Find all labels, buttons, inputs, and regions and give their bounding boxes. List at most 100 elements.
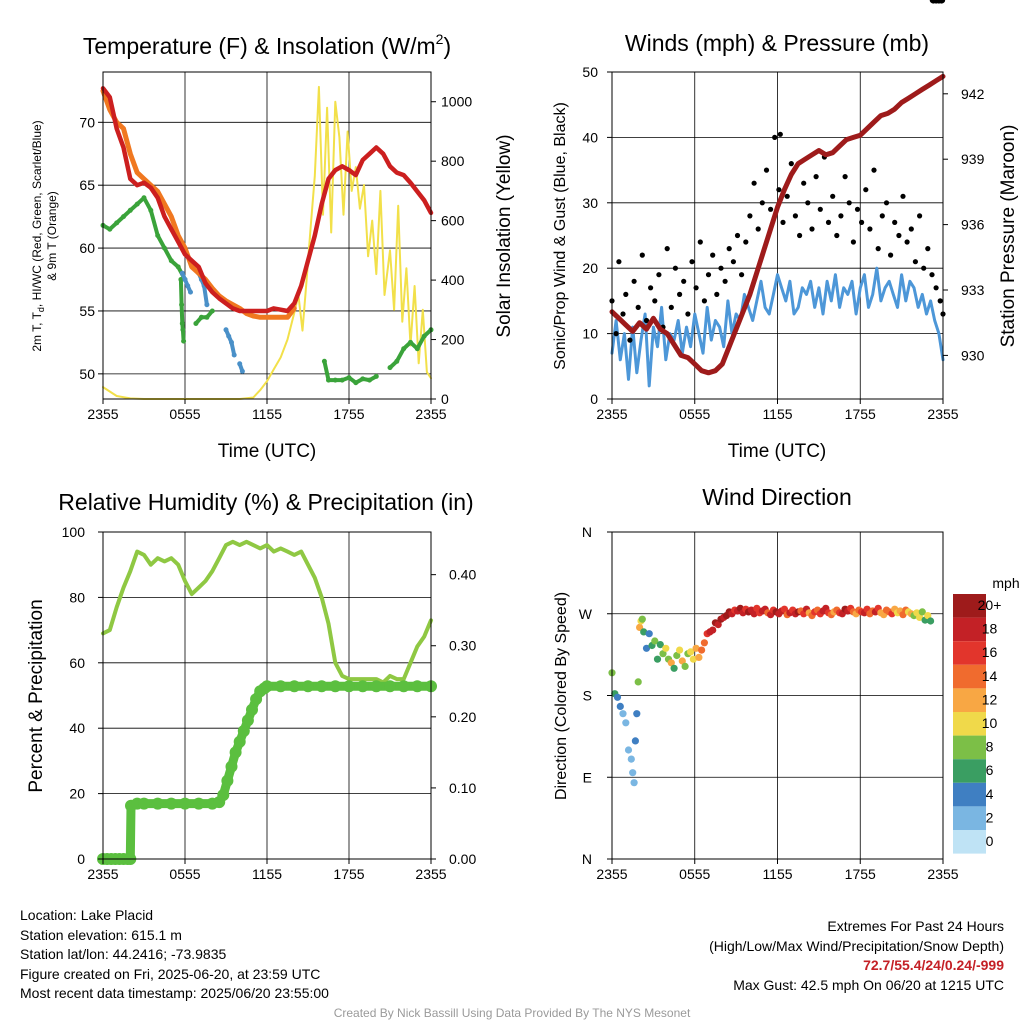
temp-xlabel: Time (UTC) — [218, 441, 317, 462]
dewpoint-point — [178, 277, 184, 282]
rh-xtick-label: 1755 — [333, 866, 364, 882]
direction-point — [918, 608, 926, 616]
direction-point — [670, 664, 678, 672]
recent-text: Most recent data timestamp: 2025/06/20 2… — [20, 985, 329, 1001]
colorbar-swatch — [953, 806, 986, 830]
direction-point — [634, 678, 642, 686]
dewpoint-point — [107, 226, 113, 232]
dewpoint-point — [180, 327, 186, 333]
gust-point — [883, 200, 890, 206]
gust-point — [689, 259, 695, 265]
direction-point — [656, 641, 664, 649]
rh-xtick-label: 0555 — [169, 866, 200, 882]
solar-ytick-label: 800 — [441, 153, 465, 169]
windchill-point — [229, 339, 234, 345]
solar-ytick-label: 200 — [441, 332, 465, 348]
wind-xtick-label: 1755 — [845, 406, 876, 422]
temp-ytick-label: 55 — [79, 303, 95, 319]
gust-point — [768, 206, 774, 212]
direction-point — [640, 628, 648, 636]
precip-point — [397, 680, 410, 693]
direction-point — [624, 746, 633, 754]
precip-point — [274, 680, 287, 693]
direction-point — [927, 617, 935, 625]
windchill-point — [223, 327, 229, 333]
direction-point — [678, 657, 686, 665]
precip-point — [302, 680, 314, 693]
windchill-point — [231, 352, 237, 358]
wind-ylabel: Sonic/Prop Wind & Gust (Blue, Black) — [552, 102, 569, 370]
gust-point — [792, 213, 799, 219]
gust-point — [710, 252, 716, 258]
precip-point — [411, 680, 424, 693]
dewpoint-point — [162, 245, 167, 251]
gust-point — [664, 246, 670, 252]
gust-point — [763, 167, 770, 173]
temp-title-sup: 2 — [436, 31, 444, 47]
gust-point — [681, 278, 687, 284]
precip-point — [384, 680, 396, 693]
direction-point — [681, 662, 689, 671]
dir-ytick-label: S — [583, 688, 592, 704]
colorbar-swatch — [953, 641, 986, 665]
dewpoint-point — [168, 258, 174, 264]
wind-ytick-label: 30 — [582, 195, 598, 211]
humidity-precip-panel: 0 20 40 60 80 100 0.00 0.10 0.20 0.30 0.40 2355 0555… — [26, 489, 476, 882]
windchill-point — [239, 368, 245, 374]
dewpoint-point — [421, 333, 427, 339]
temp-xtick-label: 1155 — [252, 406, 282, 422]
precip-point — [343, 680, 355, 693]
dewpoint-point — [373, 373, 379, 379]
direction-point — [750, 610, 758, 618]
dewpoint-line — [193, 309, 215, 326]
station-info: Location: Lake Placid Station elevation:… — [20, 906, 329, 1004]
gust-point — [900, 193, 906, 199]
windchill-point — [237, 361, 243, 367]
precip-ytick-label: 0.20 — [449, 709, 476, 725]
gust-point — [747, 213, 753, 219]
gust-point — [705, 272, 712, 278]
gust-point — [805, 200, 811, 206]
dewpoint-point — [141, 195, 147, 201]
rh-ytick-label: 0 — [77, 851, 85, 867]
gust-point — [701, 298, 708, 304]
colorbar-label: 4 — [986, 786, 994, 802]
pressure-ytick-label: 933 — [961, 282, 985, 298]
precip-point — [329, 680, 342, 693]
gust-point — [648, 285, 654, 291]
gust-point — [776, 187, 782, 193]
direction-point — [631, 737, 640, 745]
gust-point — [912, 259, 919, 265]
direction-point — [659, 650, 667, 658]
dewpoint-point — [332, 377, 338, 383]
rh-xtick-label: 2355 — [87, 866, 118, 882]
direction-point — [692, 644, 700, 652]
dewpoint-point — [134, 201, 140, 207]
direction-point — [916, 613, 924, 622]
solar-ytick-label: 400 — [441, 272, 465, 288]
gust-point — [838, 213, 844, 219]
precip-point — [233, 735, 246, 748]
gust-point — [743, 239, 749, 245]
gust-point — [751, 180, 757, 186]
wind-pressure-panel: 0 10 20 30 40 50 930 933 936 939 942 2355 0555 1155 17… — [552, 30, 1019, 462]
max-gust-text: Max Gust: 42.5 mph On 06/20 at 1215 UTC — [733, 976, 1004, 993]
windchill-point — [226, 333, 232, 339]
temp-2m-line — [100, 86, 434, 314]
dewpoint-point — [408, 339, 413, 345]
dir-xtick-label: 2355 — [927, 866, 958, 882]
pressure-ytick-label: 936 — [961, 217, 985, 233]
gust-point — [772, 134, 778, 140]
direction-point — [633, 710, 641, 718]
gust-point — [892, 219, 898, 225]
precip-ytick-label: 0.10 — [449, 780, 476, 796]
gust-point — [627, 337, 633, 343]
gust-point — [784, 193, 790, 199]
rh-ylabel: Percent & Precipitation — [26, 599, 47, 792]
direction-point — [673, 651, 681, 660]
gust-point — [921, 265, 927, 271]
colorbar-swatch — [953, 664, 986, 689]
rh-ytick-label: 40 — [69, 720, 85, 736]
pressure-line — [609, 73, 946, 376]
dewpoint-point — [401, 346, 407, 352]
